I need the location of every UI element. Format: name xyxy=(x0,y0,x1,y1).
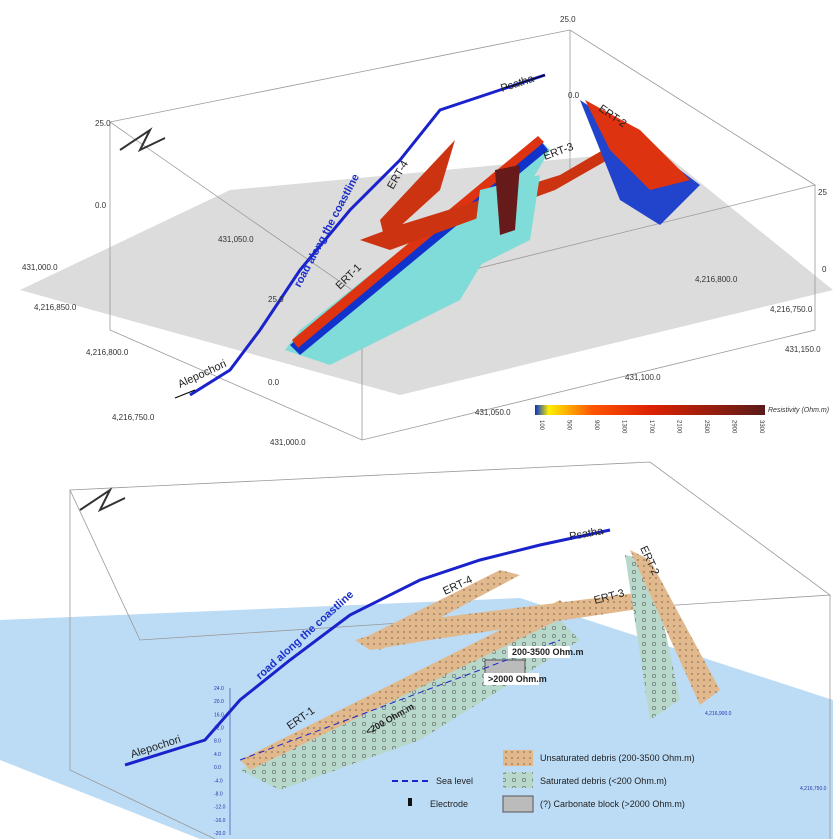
legend-label: Unsaturated debris (200-3500 Ohm.m) xyxy=(540,753,695,763)
axis-label: 4,216,900.0 xyxy=(705,711,732,717)
ert2-section xyxy=(585,100,690,190)
legend-swatch xyxy=(502,795,534,813)
z-tick-label: -12.0 xyxy=(214,805,226,811)
z-tick-label: -16.0 xyxy=(214,818,226,824)
colorbar-tick-label: 2100 xyxy=(676,420,682,434)
z-tick-label: 20.0 xyxy=(214,699,224,705)
place-label: Psatha xyxy=(499,73,536,95)
saturated-zone xyxy=(625,555,680,720)
zone-box xyxy=(508,646,570,658)
axis-label: 4,216,800.0 xyxy=(86,348,129,357)
axis-label: 4,216,750.0 xyxy=(800,786,827,792)
zone-box xyxy=(484,673,539,685)
legend-label: Saturated debris (<200 Ohm.m) xyxy=(540,776,667,786)
axis-label: 4,216,750.0 xyxy=(112,413,155,422)
bottom-panel: 24.0 20.0 16.0 12.0 8.0 4.0 0.0 -4.0 -8.0 -12.0 -1… xyxy=(0,461,833,839)
colorbar-tick-label: 3300 xyxy=(758,420,764,434)
ert3-section xyxy=(495,165,520,235)
axis-label: 25.0 xyxy=(95,119,111,128)
colorbar-tick-label: 1700 xyxy=(648,420,654,434)
z-axis: 24.0 20.0 16.0 12.0 8.0 4.0 0.0 -4.0 -8.0 -12.0 -1… xyxy=(214,686,231,837)
unsaturated-zone xyxy=(355,590,665,650)
z-tick-label: 0.0 xyxy=(214,765,221,771)
axis-label: 4,216,850.0 xyxy=(34,303,77,312)
zone-label: 200-3500 Ohm.m xyxy=(512,647,584,657)
z-tick-label: 12.0 xyxy=(214,726,224,732)
axis-label: 431,000.0 xyxy=(270,438,306,447)
axis-label: 4,216,800.0 xyxy=(695,275,738,284)
axis-label: 0.0 xyxy=(568,91,580,100)
zone-label: >2000 Ohm.m xyxy=(488,674,547,684)
legend-swatch xyxy=(503,772,533,788)
top-panel: 100 500 900 1300 1700 2100 2500 2900 3300 Resist… xyxy=(20,15,833,447)
axis-label: 0.0 xyxy=(95,201,107,210)
axis-label: 0 xyxy=(822,265,827,274)
axis-label: 431,050.0 xyxy=(218,235,254,244)
arrow xyxy=(174,389,196,399)
axis-label: 431,150.0 xyxy=(785,345,821,354)
place-label: Psatha xyxy=(568,525,605,543)
axis-label: 25.0 xyxy=(268,295,284,304)
colorbar-title: Resistivity (Ohm.m) xyxy=(768,407,829,414)
colorbar-ticks: 100 500 900 1300 1700 2100 2500 2900 3300 xyxy=(538,420,764,434)
z-tick-label: -20.0 xyxy=(214,831,226,837)
axis-label: 431,100.0 xyxy=(625,373,661,382)
box-side xyxy=(69,490,216,839)
colorbar-tick-label: 900 xyxy=(593,420,599,431)
arrow xyxy=(504,74,546,89)
z-tick-label: -8.0 xyxy=(214,791,223,797)
ert1-section xyxy=(292,136,544,348)
unsaturated-zone xyxy=(630,550,720,705)
colorbar-tick-label: 100 xyxy=(538,420,544,431)
legend-label: Electrode xyxy=(430,799,468,809)
ert3-section xyxy=(360,140,625,250)
z-tick-label: 16.0 xyxy=(214,712,224,718)
colorbar-tick-label: 500 xyxy=(566,420,572,431)
unsaturated-zone xyxy=(240,600,575,770)
ert4-section xyxy=(380,140,455,240)
z-tick-label: 4.0 xyxy=(214,752,221,758)
unsaturated-zone xyxy=(360,570,520,650)
z-tick-label: 24.0 xyxy=(214,686,224,692)
north-arrow xyxy=(79,487,126,513)
colorbar xyxy=(535,405,765,415)
legend-label: (?) Carbonate block (>2000 Ohm.m) xyxy=(540,799,685,809)
z-tick-label: 8.0 xyxy=(214,739,221,745)
axis-label: 25.0 xyxy=(560,15,576,24)
colorbar-tick-label: 2500 xyxy=(703,420,709,434)
axis-label: 431,050.0 xyxy=(475,408,511,417)
legend-swatch xyxy=(503,750,533,766)
road xyxy=(124,528,611,767)
colorbar-tick-label: 1300 xyxy=(621,420,627,434)
legend-label: Sea level xyxy=(436,776,473,786)
north-arrow xyxy=(119,127,166,153)
axis-label: 0.0 xyxy=(268,378,280,387)
axis-label: 431,000.0 xyxy=(22,263,58,272)
axis-label: 4,216,750.0 xyxy=(770,305,813,314)
road xyxy=(189,73,546,397)
colorbar-tick-label: 2900 xyxy=(731,420,737,434)
legend-swatch xyxy=(408,798,412,806)
sea-level xyxy=(239,639,561,761)
axis-label: 25 xyxy=(818,188,827,197)
z-tick-label: -4.0 xyxy=(214,778,223,784)
